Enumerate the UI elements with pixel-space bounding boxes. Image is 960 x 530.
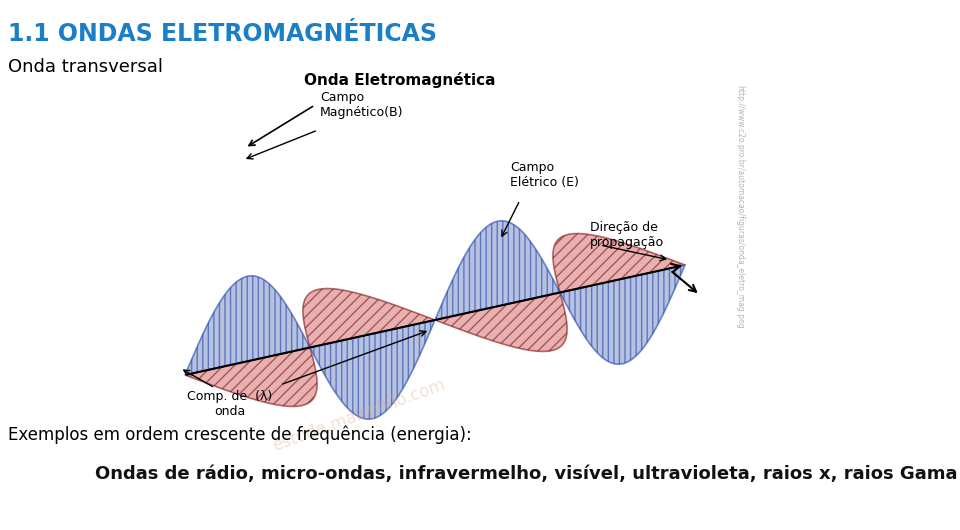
Text: Onda Eletromagnética: Onda Eletromagnética [304, 72, 495, 88]
Polygon shape [310, 320, 434, 419]
Text: Comp. de  (λ)
onda: Comp. de (λ) onda [187, 390, 273, 418]
Text: 1.1 ONDAS ELETROMAGNÉTICAS: 1.1 ONDAS ELETROMAGNÉTICAS [8, 22, 437, 46]
Text: estude.maisphilo.com: estude.maisphilo.com [270, 376, 447, 455]
Polygon shape [436, 221, 560, 320]
Polygon shape [436, 293, 567, 351]
Polygon shape [185, 348, 317, 407]
Polygon shape [303, 288, 434, 347]
Polygon shape [185, 276, 309, 375]
Text: Ondas de rádio, micro-ondas, infravermelho, visível, ultravioleta, raios x, raio: Ondas de rádio, micro-ondas, infravermel… [95, 465, 957, 483]
Text: Campo
Elétrico (E): Campo Elétrico (E) [510, 161, 579, 189]
Polygon shape [562, 265, 685, 364]
Text: Onda transversal: Onda transversal [8, 58, 163, 76]
Polygon shape [553, 234, 685, 292]
Text: http://www.c2o.pro.br/automacao/figuras/onda_eletro_mag.png: http://www.c2o.pro.br/automacao/figuras/… [735, 85, 744, 329]
Text: Direção de
propagação: Direção de propagação [590, 221, 664, 249]
Text: Exemplos em ordem crescente de frequência (energia):: Exemplos em ordem crescente de frequênci… [8, 425, 471, 444]
Text: Campo
Magnético(B): Campo Magnético(B) [320, 91, 403, 119]
